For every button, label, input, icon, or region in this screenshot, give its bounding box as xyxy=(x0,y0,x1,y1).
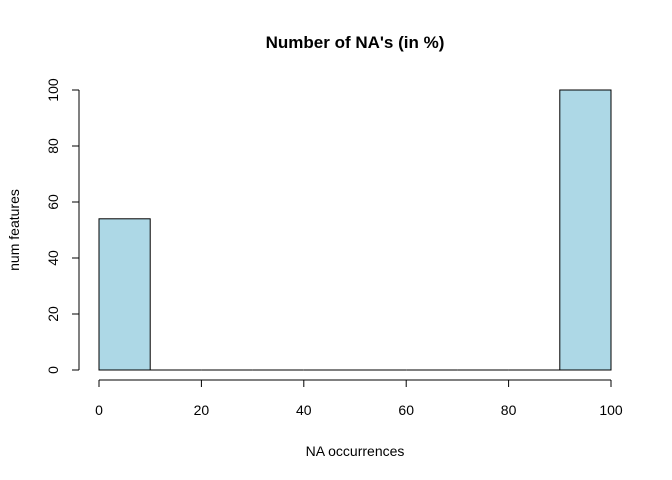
y-tick-label: 20 xyxy=(45,306,61,322)
y-tick-label: 40 xyxy=(45,250,61,266)
histogram-bar-9 xyxy=(559,89,612,371)
x-tick-label: 20 xyxy=(194,402,210,418)
bars-group xyxy=(98,89,612,371)
histogram-bar-0 xyxy=(98,218,151,371)
y-tick-label: 80 xyxy=(45,138,61,154)
x-tick-label: 0 xyxy=(95,402,103,418)
x-tick-label: 100 xyxy=(599,402,623,418)
y-tick-label: 0 xyxy=(45,366,61,374)
x-axis: 0 20 40 60 80 100 xyxy=(95,379,623,418)
x-axis-label: NA occurrences xyxy=(306,443,405,459)
y-tick-label: 100 xyxy=(45,78,61,102)
y-axis: 0 20 40 60 80 100 xyxy=(45,78,80,374)
chart-title: Number of NA's (in %) xyxy=(266,33,445,52)
y-axis-label: num features xyxy=(6,189,22,271)
x-tick-label: 60 xyxy=(398,402,414,418)
x-tick-label: 80 xyxy=(501,402,517,418)
y-tick-label: 60 xyxy=(45,194,61,210)
x-tick-label: 40 xyxy=(296,402,312,418)
